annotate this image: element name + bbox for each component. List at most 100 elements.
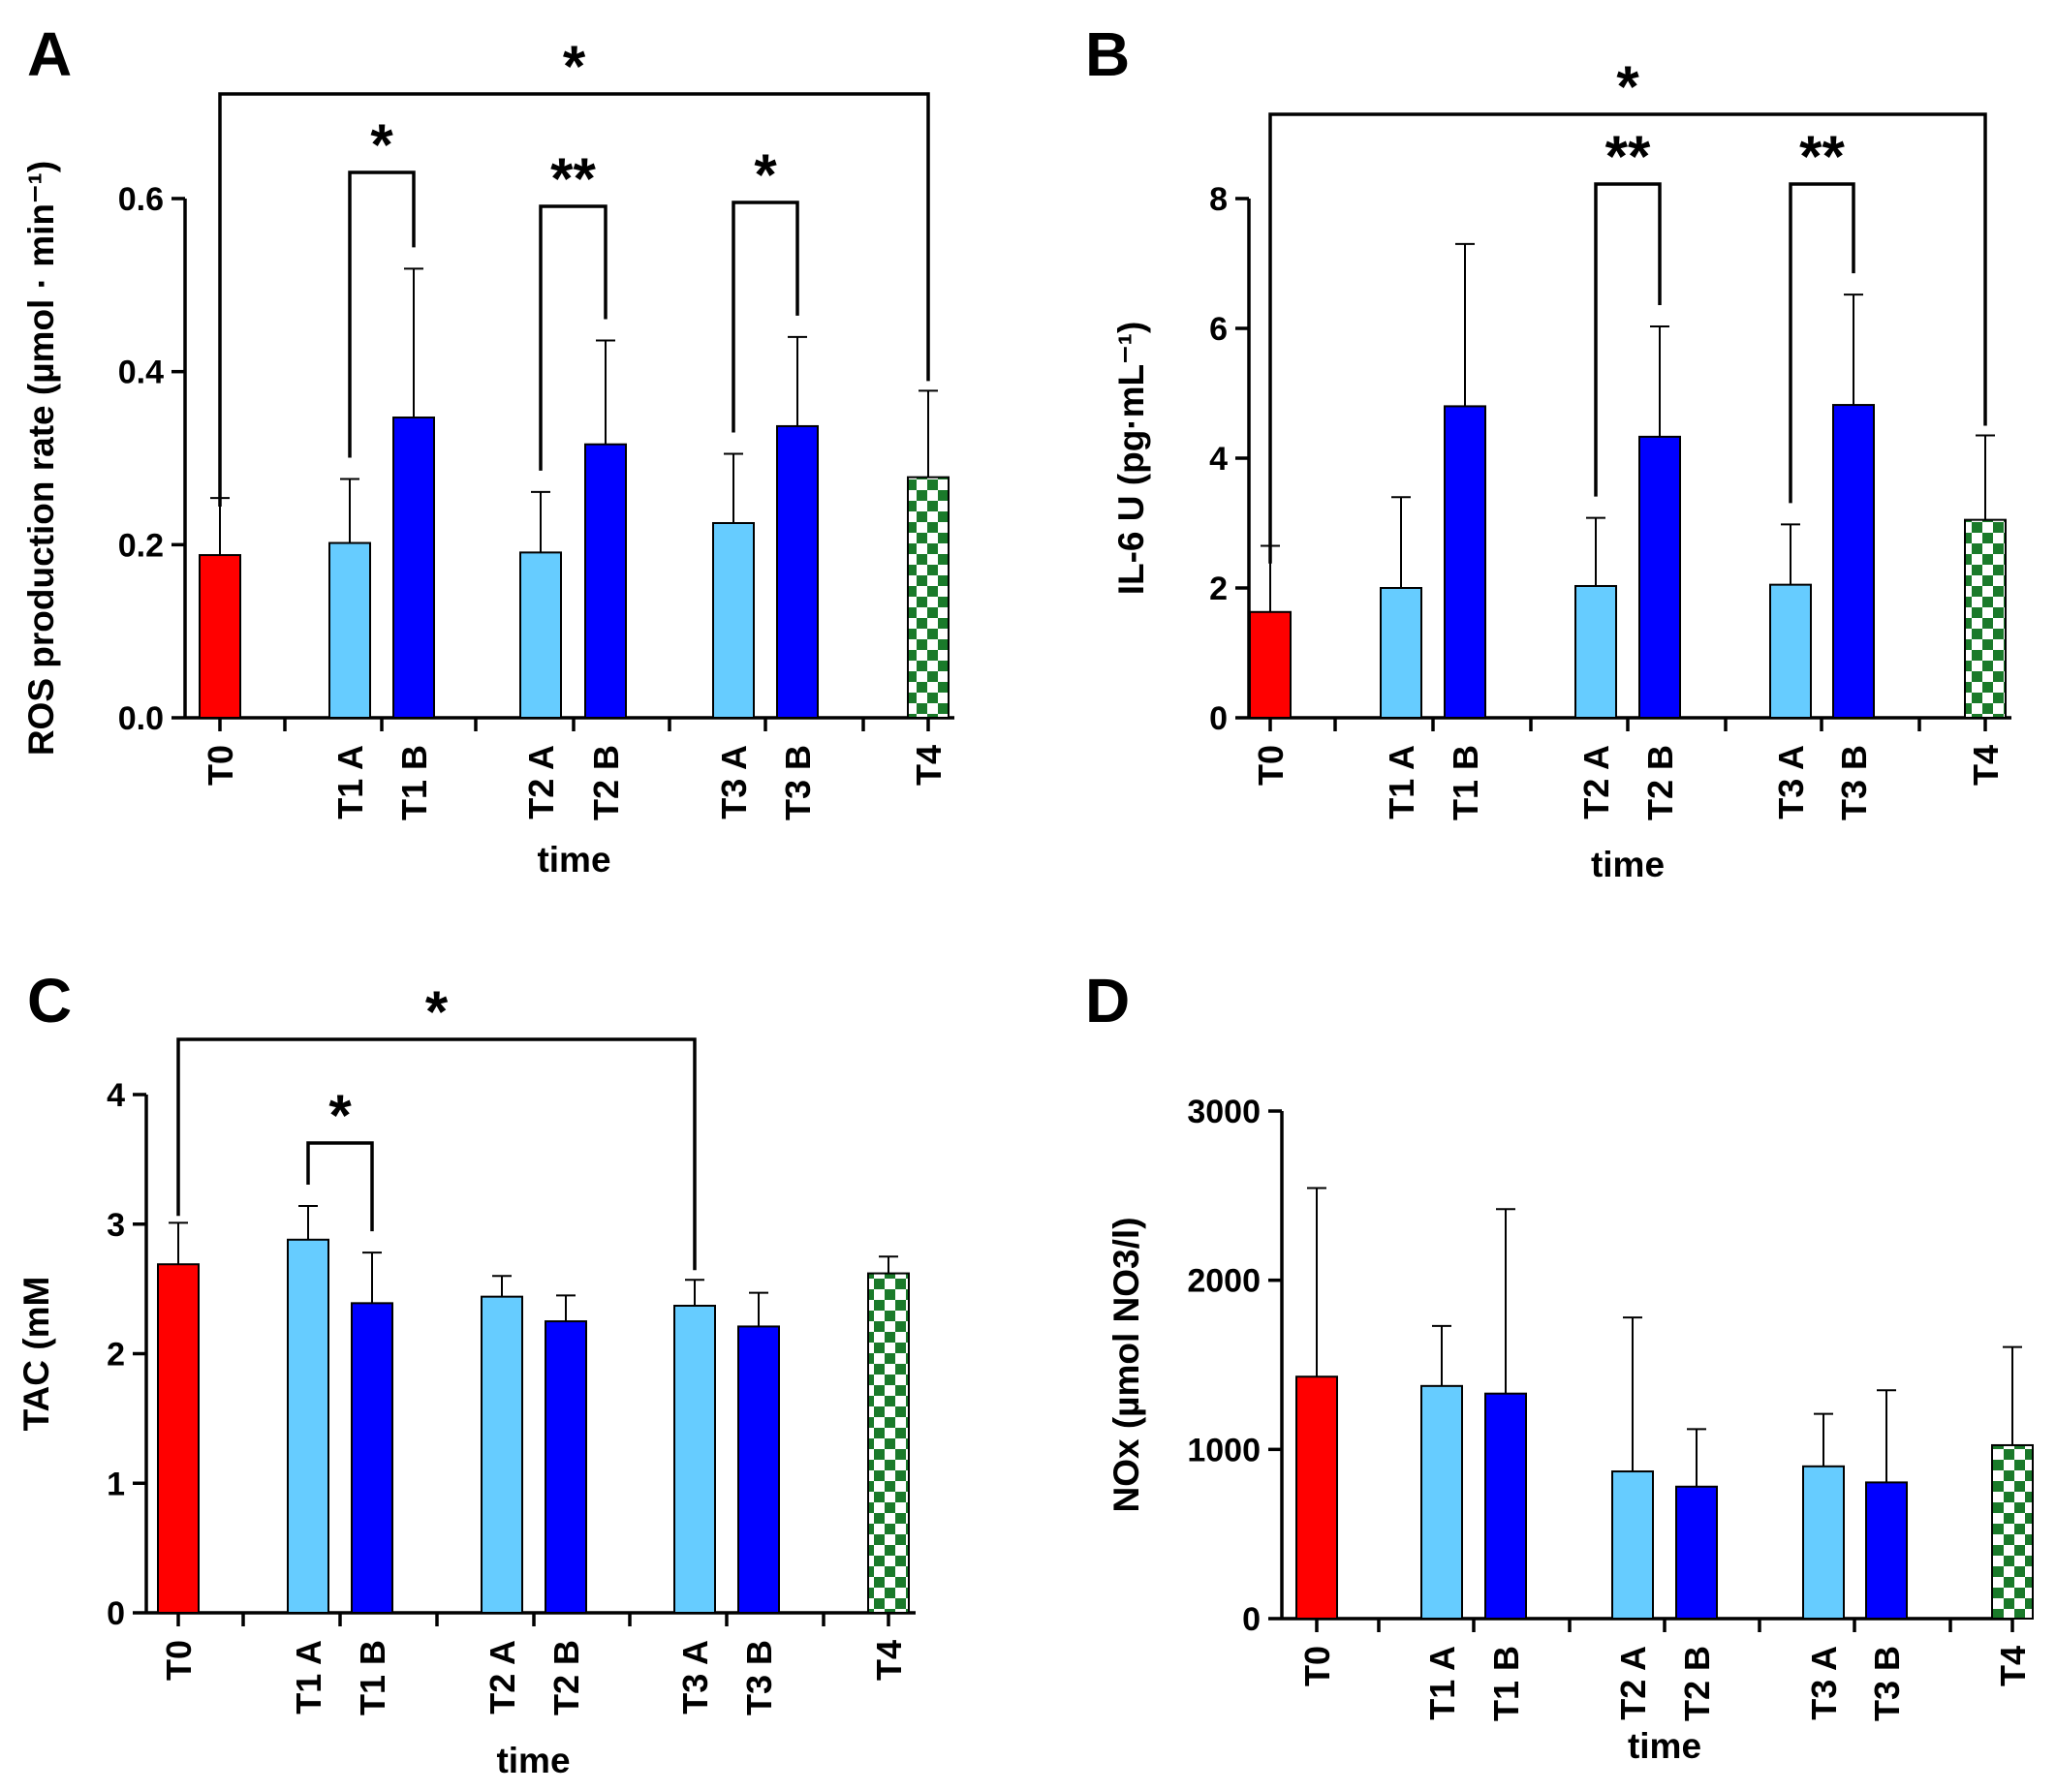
bar-t3-b [776,424,819,719]
significance-star: ** [1605,124,1651,189]
y-tick-label: 3 [107,1207,125,1244]
bar-t0 [199,554,241,720]
x-tick-label: T3 B [1834,745,1874,820]
x-tick-label: T1 B [1446,745,1485,820]
bar-t2-b [1638,435,1681,719]
bar-t3-b [737,1325,780,1614]
bar-t3-b [1865,1481,1908,1620]
bar-t0 [1295,1375,1338,1621]
y-tick-label: 4 [107,1077,125,1114]
significance-bracket [539,204,607,471]
bar-t2-b [1675,1485,1718,1621]
x-tick-label: T2 B [586,745,626,820]
panel-a: A 0.0 0.2 0.4 0.6 ROS production rate (µmol ·… [21,19,954,880]
bar-t2-a [481,1295,523,1615]
y-tick-label: 2 [107,1337,125,1374]
x-tick-label: T1 B [353,1640,392,1715]
significance-star: * [563,34,586,99]
y-axis-title: NOx (µmol NO3/l) [1106,1217,1146,1512]
panel-letter: C [27,966,72,1035]
y-axis-title: ROS production rate (µmol · min⁻¹) [21,161,61,756]
y-axis-title: TAC (mM [16,1277,56,1432]
significance-bracket [306,1141,374,1232]
bar-t2-a [519,551,562,720]
significance-star: * [1616,54,1639,119]
x-tick-label: T3 A [1804,1646,1844,1720]
x-tick-label: T2 A [483,1640,522,1715]
panel-b: B 0 2 4 6 8 IL-6 U (pg·mL⁻¹) T0 T1 A T1 B T2 A T2 B… [1085,19,2011,884]
x-tick-label: T3 A [1771,745,1811,819]
x-tick-label: T1 B [394,745,434,820]
y-tick-label: 2 [1209,571,1228,607]
significance-bracket [1268,112,1987,564]
y-tick-label: 0 [1242,1601,1261,1638]
y-tick-label: 0.2 [118,527,164,564]
x-tick-label: T2 A [521,745,561,819]
bar-t4 [1964,518,2007,720]
bar-t3-b [1832,404,1875,719]
panel-letter: D [1085,966,1130,1035]
y-tick-label: 1000 [1187,1432,1261,1468]
bar-t0 [157,1263,200,1615]
bar-t3-a [673,1305,716,1614]
significance-star: ** [1799,124,1845,189]
significance-bracket [348,170,416,458]
significance-bracket [1594,182,1662,497]
bar-t1-b [1444,405,1486,719]
y-tick-label: 6 [1209,311,1228,348]
bar-t4 [867,1272,910,1614]
x-tick-label: T3 A [714,745,754,819]
x-tick-label: T0 [201,745,240,786]
x-axis-title: time [496,1741,570,1780]
y-tick-label: 8 [1209,181,1228,218]
bar-t2-b [545,1320,587,1614]
y-tick-label: 0.6 [118,181,164,218]
x-tick-label: T4 [1993,1646,2033,1686]
significance-bracket [176,1037,697,1271]
bar-t3-a [712,522,755,719]
bar-t2-a [1574,584,1617,719]
bar-t4 [1991,1443,2034,1621]
significance-bracket [218,92,930,508]
y-tick-label: 1 [107,1466,125,1502]
y-tick-label: 0.0 [118,700,164,737]
bar-t4 [907,476,950,719]
significance-star: * [370,112,393,177]
y-tick-label: 2000 [1187,1263,1261,1300]
bar-t3-a [1802,1465,1845,1621]
bar-t1-b [351,1302,393,1615]
bar-t1-a [287,1238,329,1615]
x-tick-label: T3 A [675,1640,715,1715]
bar-t2-a [1611,1470,1654,1621]
x-tick-label: T2 A [1576,745,1616,819]
panel-d: D 0 1000 2000 3000 NOx (µmol NO3/l) T0 T1 A T1 B… [1085,966,2034,1766]
x-axis-title: time [1591,845,1665,884]
x-tick-label: T2 B [546,1640,586,1715]
x-tick-label: T2 B [1640,745,1680,820]
bar-t2-b [584,443,627,719]
bar-t1-a [1420,1384,1463,1621]
panel-letter: A [27,19,72,89]
significance-bracket [732,201,799,433]
x-tick-label: T1 A [1422,1646,1462,1720]
x-axis-title: time [1628,1726,1701,1766]
y-axis-title: IL-6 U (pg·mL⁻¹) [1111,322,1151,596]
significance-star: * [328,1083,352,1148]
x-tick-label: T4 [909,745,949,786]
significance-star: * [425,979,449,1044]
x-tick-label: T1 A [1382,745,1421,819]
bar-t1-a [1380,587,1422,719]
y-tick-label: 4 [1209,441,1228,478]
y-tick-label: 0 [1209,700,1228,737]
significance-star: ** [550,146,596,211]
significance-star: * [754,142,777,207]
y-tick-label: 0.4 [118,355,164,391]
x-tick-label: T0 [1251,745,1291,786]
significance-bracket [1789,182,1855,504]
bar-t1-b [392,417,435,719]
x-tick-label: T2 B [1677,1646,1717,1721]
panel-c: C 0 1 2 3 4 TAC (mM T0 T1 A T1 B T2 A T2 B T3 A T3 B T… [16,966,916,1780]
x-axis-title: time [537,840,610,880]
x-tick-label: T0 [1297,1646,1337,1686]
